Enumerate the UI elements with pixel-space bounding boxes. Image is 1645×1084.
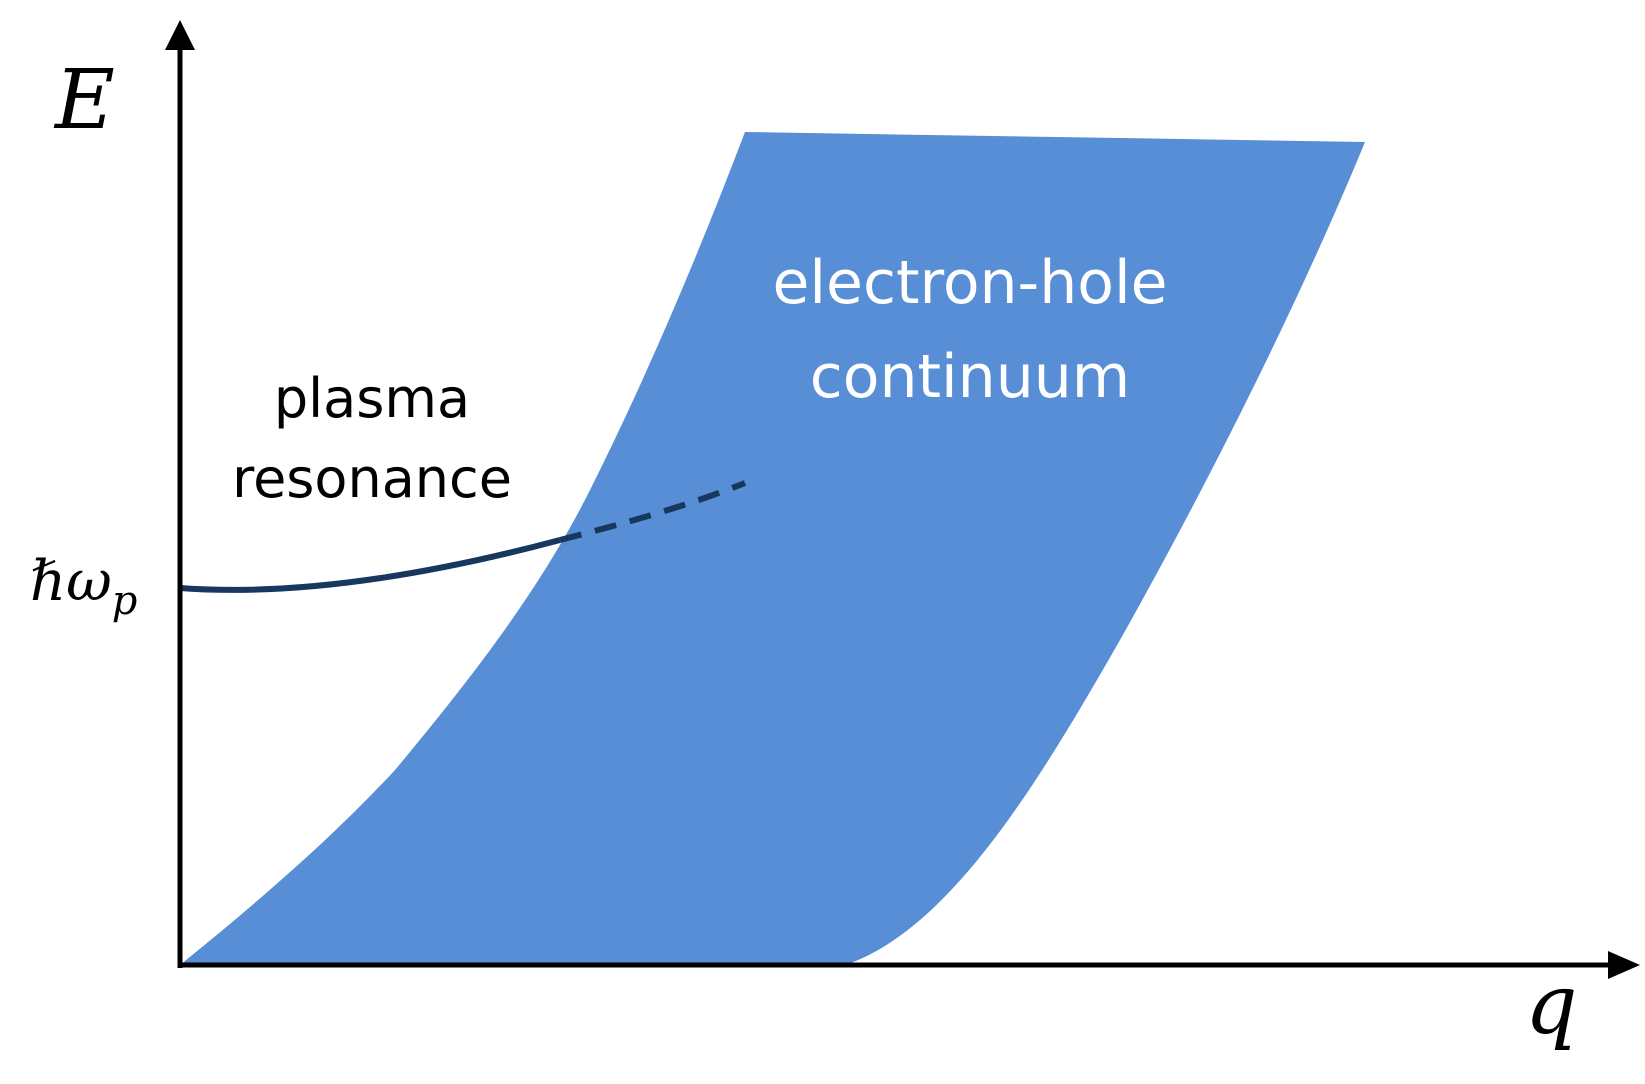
plasma-label-line2: resonance: [232, 447, 512, 510]
continuum-label-line1: electron-hole: [772, 248, 1167, 318]
y-axis-arrow-icon: [165, 20, 195, 50]
plasma-frequency-subscript: p: [112, 578, 138, 624]
x-axis-arrow-icon: [1608, 951, 1640, 979]
continuum-label-line2: continuum: [810, 342, 1130, 412]
plasma-frequency-symbol: ℏω: [30, 549, 112, 614]
plasma-resonance-curve: [179, 537, 561, 593]
x-axis-label: q: [1525, 958, 1578, 1053]
plasma-label-line1: plasma: [274, 367, 470, 430]
y-axis-label: E: [53, 53, 115, 148]
plasma-frequency-label: ℏωp: [30, 549, 137, 624]
electron-hole-continuum-region: [180, 132, 1365, 965]
